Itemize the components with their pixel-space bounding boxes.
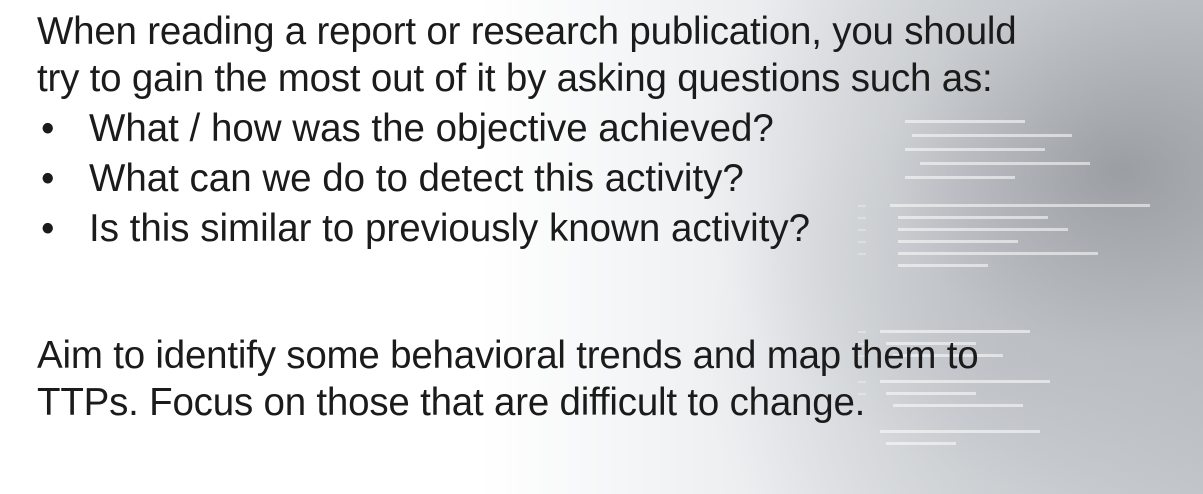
bullet-icon: • bbox=[41, 157, 55, 200]
intro-line-2: try to gain the most out of it by asking… bbox=[37, 57, 993, 100]
closing-line-1: Aim to identify some behavioral trends a… bbox=[37, 334, 979, 377]
spacer bbox=[37, 252, 1197, 332]
question-text: Is this similar to previously known acti… bbox=[89, 207, 811, 250]
intro-line-1: When reading a report or research public… bbox=[37, 10, 1017, 53]
question-text: What / how was the objective achieved? bbox=[89, 107, 774, 150]
list-item: • What / how was the objective achieved? bbox=[37, 105, 1197, 152]
question-text: What can we do to detect this activity? bbox=[89, 157, 744, 200]
slide-text: When reading a report or research public… bbox=[37, 8, 1197, 426]
question-list: • What / how was the objective achieved?… bbox=[37, 105, 1197, 252]
list-item: • Is this similar to previously known ac… bbox=[37, 205, 1197, 252]
bullet-icon: • bbox=[41, 107, 55, 150]
list-item: • What can we do to detect this activity… bbox=[37, 155, 1197, 202]
bullet-icon: • bbox=[41, 207, 55, 250]
closing-line-2: TTPs. Focus on those that are difficult … bbox=[37, 381, 866, 424]
